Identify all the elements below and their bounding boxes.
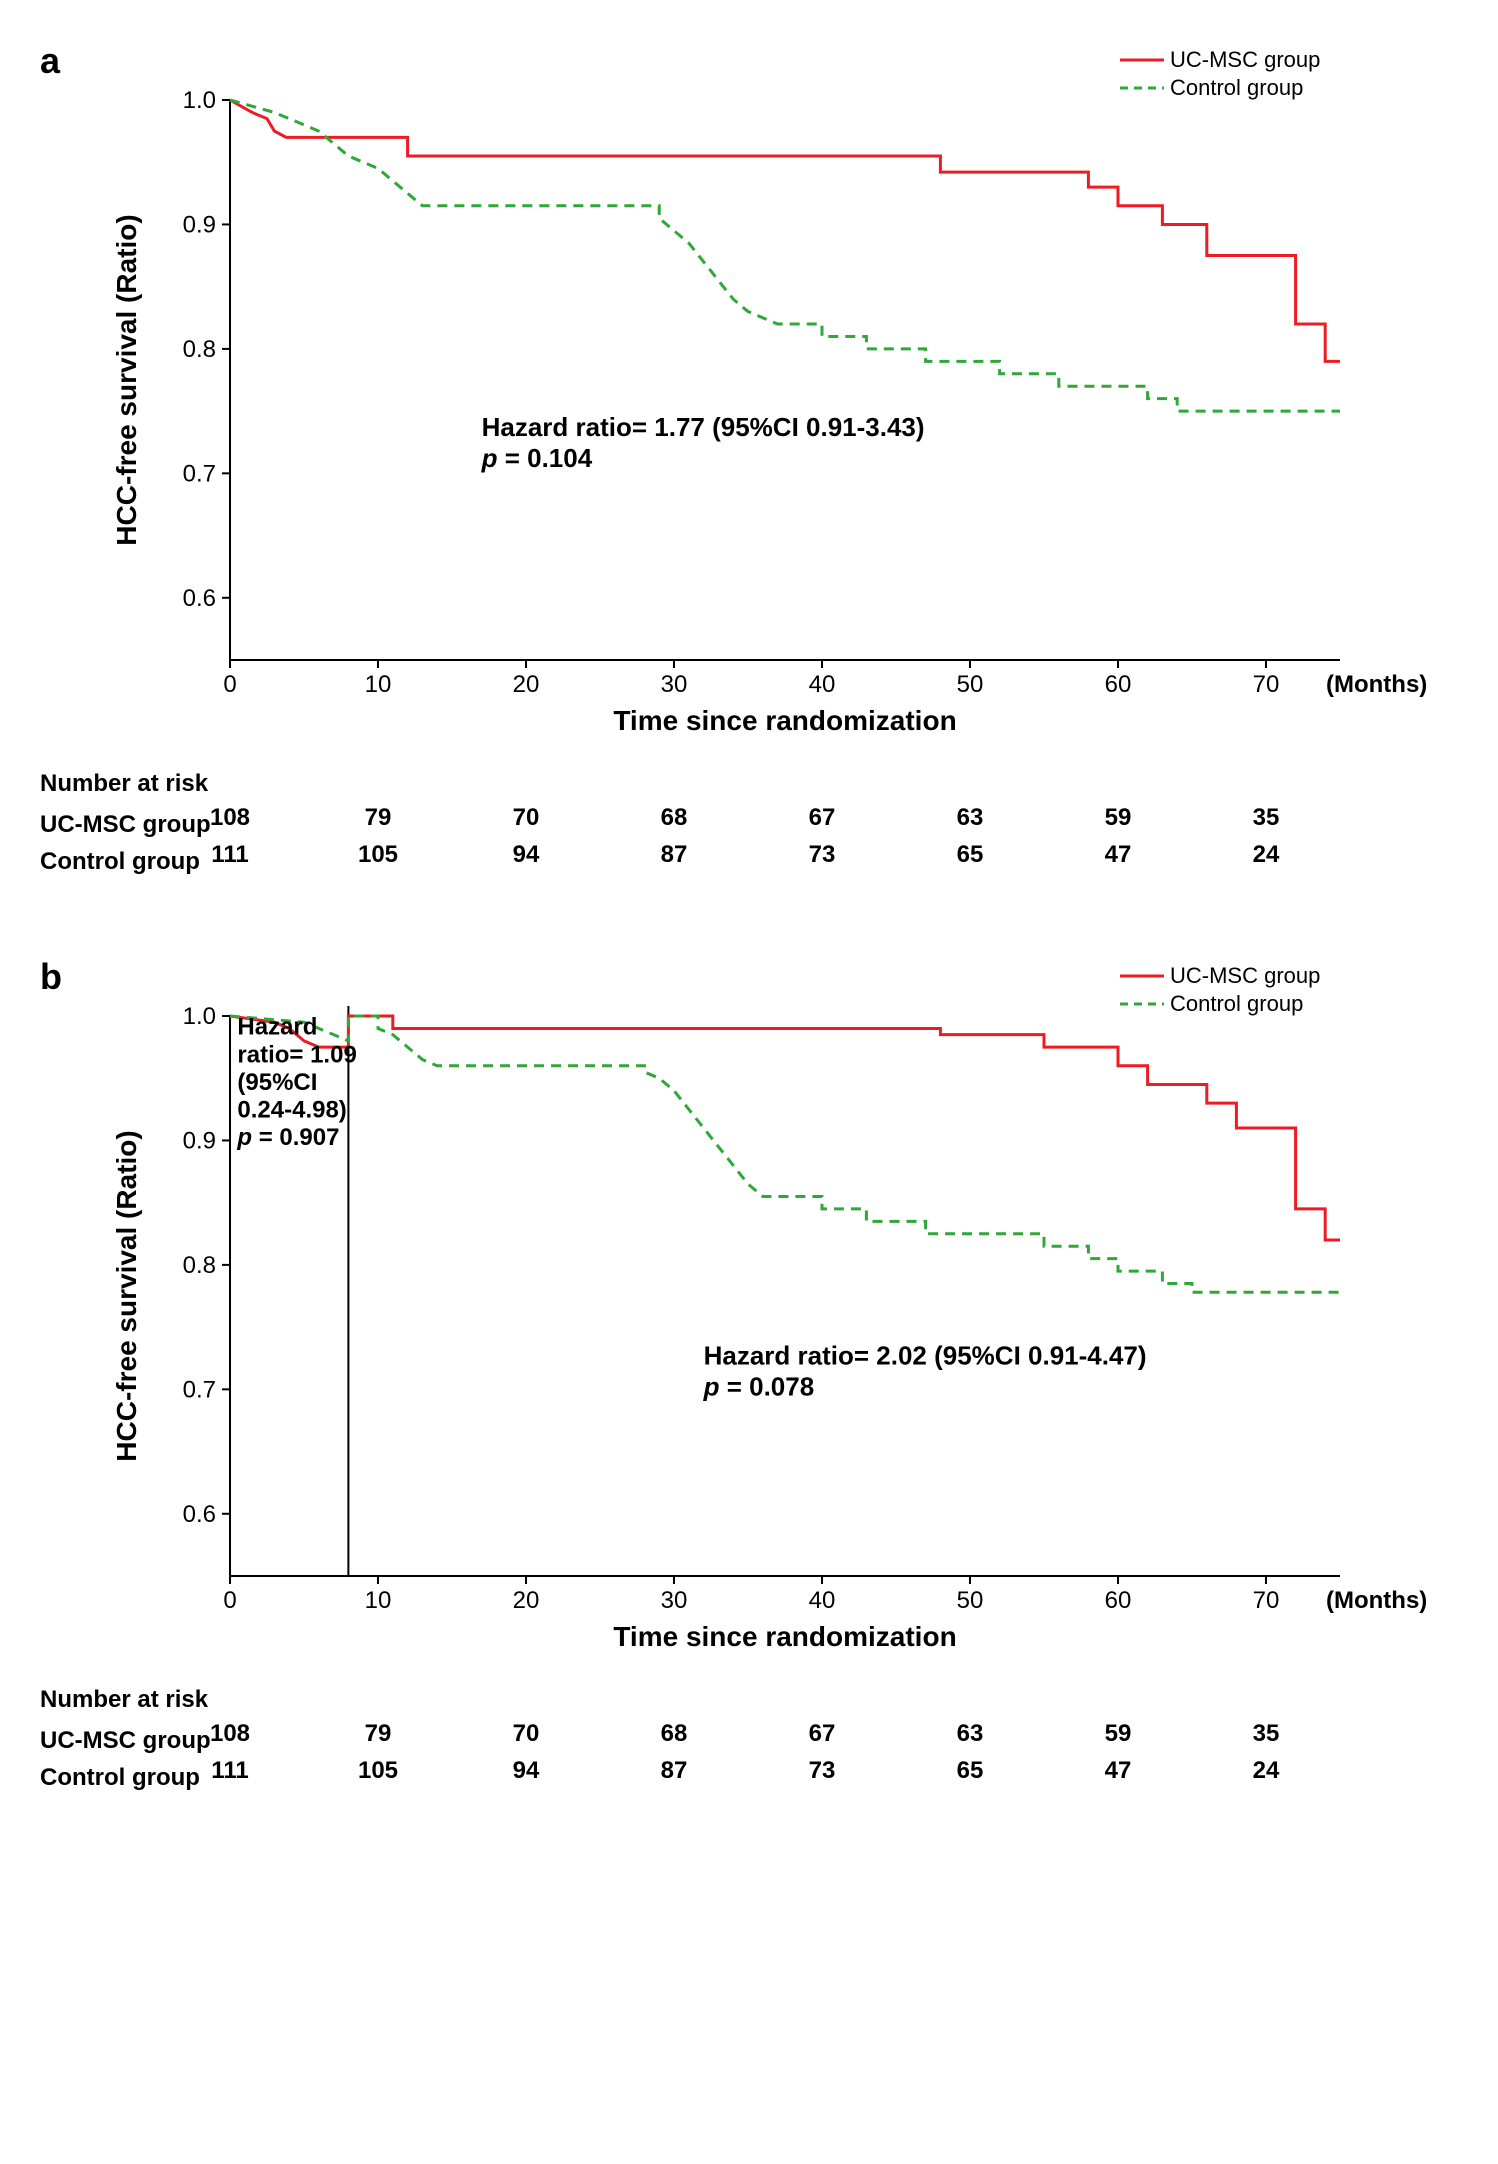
risk-cell: 79 xyxy=(365,1720,392,1748)
svg-text:HCC-free survival (Ratio): HCC-free survival (Ratio) xyxy=(111,214,142,545)
svg-text:p = 0.078: p = 0.078 xyxy=(703,1372,815,1402)
svg-text:0.8: 0.8 xyxy=(183,1252,216,1279)
panel-a-risk-table: Number at risk UC-MSC group1087970686763… xyxy=(40,770,1458,876)
panel-b-risk-table: Number at risk UC-MSC group1087970686763… xyxy=(40,1686,1458,1792)
svg-text:30: 30 xyxy=(661,671,688,698)
svg-text:Time since randomization: Time since randomization xyxy=(613,705,956,736)
risk-cell: 67 xyxy=(809,1720,836,1748)
risk-cell: 24 xyxy=(1253,841,1280,869)
risk-cell: 108 xyxy=(210,804,250,832)
risk-table-title: Number at risk xyxy=(40,1686,1458,1714)
risk-cell: 65 xyxy=(957,841,984,869)
svg-text:Hazard: Hazard xyxy=(237,1014,317,1041)
risk-cell: 70 xyxy=(513,1720,540,1748)
svg-text:(Months): (Months) xyxy=(1326,671,1427,698)
svg-text:70: 70 xyxy=(1253,1587,1280,1614)
risk-cell: 47 xyxy=(1105,1757,1132,1785)
svg-text:20: 20 xyxy=(513,671,540,698)
svg-text:(Months): (Months) xyxy=(1326,1587,1427,1614)
svg-text:ratio= 1.09: ratio= 1.09 xyxy=(237,1041,356,1068)
svg-text:(95%CI: (95%CI xyxy=(237,1069,317,1096)
svg-text:10: 10 xyxy=(365,1587,392,1614)
panel-b-label: b xyxy=(40,956,62,998)
risk-cell: 94 xyxy=(513,1757,540,1785)
svg-text:60: 60 xyxy=(1105,1587,1132,1614)
svg-text:70: 70 xyxy=(1253,671,1280,698)
svg-text:Hazard ratio= 2.02 (95%CI 0.91: Hazard ratio= 2.02 (95%CI 0.91-4.47) xyxy=(704,1340,1147,1370)
svg-text:0: 0 xyxy=(223,1587,236,1614)
panel-b: b 0.6 0.7 0.8 0.9 1.0 0 10 20 30 40 50 60 70 (Months)… xyxy=(40,956,1458,1792)
risk-row: UC-MSC group10879706867635935 xyxy=(40,804,1458,839)
risk-cell: 65 xyxy=(957,1757,984,1785)
svg-text:p = 0.104: p = 0.104 xyxy=(481,443,593,473)
svg-text:Control group: Control group xyxy=(1170,75,1303,100)
risk-table-title: Number at risk xyxy=(40,770,1458,798)
svg-text:0.7: 0.7 xyxy=(183,460,216,487)
risk-row: Control group111105948773654724 xyxy=(40,1757,1458,1792)
risk-cell: 63 xyxy=(957,1720,984,1748)
risk-row: UC-MSC group10879706867635935 xyxy=(40,1720,1458,1755)
svg-text:p = 0.907: p = 0.907 xyxy=(236,1124,339,1151)
risk-cell: 108 xyxy=(210,1720,250,1748)
svg-text:0: 0 xyxy=(223,671,236,698)
risk-cell: 73 xyxy=(809,1757,836,1785)
panel-a-svg: 0.6 0.7 0.8 0.9 1.0 0 10 20 30 40 50 60 70 (Months) HC… xyxy=(100,40,1480,760)
risk-cell: 67 xyxy=(809,804,836,832)
panel-a-label: a xyxy=(40,40,60,82)
svg-text:UC-MSC group: UC-MSC group xyxy=(1170,963,1320,988)
risk-cell: 105 xyxy=(358,1757,398,1785)
risk-cell: 111 xyxy=(211,841,248,869)
svg-text:50: 50 xyxy=(957,1587,984,1614)
risk-cell: 73 xyxy=(809,841,836,869)
risk-cell: 111 xyxy=(211,1757,248,1785)
risk-cell: 24 xyxy=(1253,1757,1280,1785)
risk-cell: 68 xyxy=(661,804,688,832)
panel-a: a 0.6 0.7 0.8 0.9 1.0 0 10 20 30 40 50 60 70 (Months)… xyxy=(40,40,1458,876)
svg-text:Time since randomization: Time since randomization xyxy=(613,1621,956,1652)
risk-cell: 35 xyxy=(1253,804,1280,832)
svg-text:0.8: 0.8 xyxy=(183,336,216,363)
svg-text:1.0: 1.0 xyxy=(183,1003,216,1030)
svg-text:60: 60 xyxy=(1105,671,1132,698)
svg-text:50: 50 xyxy=(957,671,984,698)
risk-cell: 87 xyxy=(661,841,688,869)
risk-cell: 59 xyxy=(1105,1720,1132,1748)
svg-text:10: 10 xyxy=(365,671,392,698)
risk-cell: 79 xyxy=(365,804,392,832)
svg-text:30: 30 xyxy=(661,1587,688,1614)
risk-cell: 87 xyxy=(661,1757,688,1785)
svg-text:0.24-4.98): 0.24-4.98) xyxy=(237,1096,346,1123)
panel-a-chart: 0.6 0.7 0.8 0.9 1.0 0 10 20 30 40 50 60 70 (Months) HC… xyxy=(100,40,1458,760)
svg-text:0.6: 0.6 xyxy=(183,585,216,612)
risk-cell: 94 xyxy=(513,841,540,869)
risk-cell: 68 xyxy=(661,1720,688,1748)
svg-text:0.6: 0.6 xyxy=(183,1501,216,1528)
svg-text:40: 40 xyxy=(809,671,836,698)
svg-text:Control group: Control group xyxy=(1170,991,1303,1016)
svg-text:20: 20 xyxy=(513,1587,540,1614)
panel-b-svg: 0.6 0.7 0.8 0.9 1.0 0 10 20 30 40 50 60 70 (Months) HC… xyxy=(100,956,1480,1676)
risk-cell: 35 xyxy=(1253,1720,1280,1748)
risk-cell: 63 xyxy=(957,804,984,832)
risk-cell: 105 xyxy=(358,841,398,869)
risk-cell: 59 xyxy=(1105,804,1132,832)
svg-text:40: 40 xyxy=(809,1587,836,1614)
panel-b-chart: 0.6 0.7 0.8 0.9 1.0 0 10 20 30 40 50 60 70 (Months) HC… xyxy=(100,956,1458,1676)
svg-text:Hazard ratio= 1.77 (95%CI 0.91: Hazard ratio= 1.77 (95%CI 0.91-3.43) xyxy=(482,412,925,442)
risk-cell: 47 xyxy=(1105,841,1132,869)
svg-text:0.7: 0.7 xyxy=(183,1376,216,1403)
svg-text:0.9: 0.9 xyxy=(183,211,216,238)
svg-text:HCC-free survival (Ratio): HCC-free survival (Ratio) xyxy=(111,1130,142,1461)
svg-text:1.0: 1.0 xyxy=(183,87,216,114)
risk-row: Control group111105948773654724 xyxy=(40,841,1458,876)
risk-cell: 70 xyxy=(513,804,540,832)
svg-text:0.9: 0.9 xyxy=(183,1127,216,1154)
svg-text:UC-MSC group: UC-MSC group xyxy=(1170,47,1320,72)
